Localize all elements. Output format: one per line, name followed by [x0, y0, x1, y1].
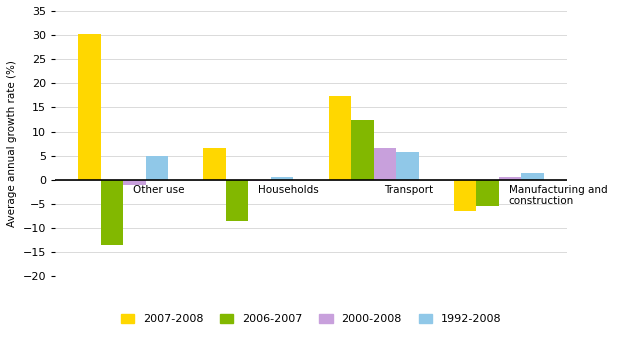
- Bar: [203, 149, 226, 180]
- Text: Other use: Other use: [133, 185, 185, 195]
- Legend: 2007-2008, 2006-2007, 2000-2008, 1992-2008: 2007-2008, 2006-2007, 2000-2008, 1992-20…: [121, 314, 501, 324]
- Bar: [226, 180, 248, 221]
- Bar: [271, 177, 294, 180]
- Bar: [521, 173, 544, 180]
- Bar: [396, 152, 418, 180]
- Bar: [248, 180, 271, 181]
- Y-axis label: Average annual growth rate (%): Average annual growth rate (%): [7, 60, 17, 227]
- Bar: [454, 180, 476, 211]
- Bar: [476, 180, 499, 206]
- Text: Manufacturing and
construction: Manufacturing and construction: [509, 185, 607, 206]
- Bar: [373, 149, 396, 180]
- Bar: [124, 180, 146, 185]
- Bar: [101, 180, 124, 245]
- Bar: [499, 177, 521, 180]
- Text: Households: Households: [258, 185, 320, 195]
- Bar: [78, 34, 101, 180]
- Bar: [146, 156, 168, 180]
- Bar: [329, 96, 351, 180]
- Text: Transport: Transport: [384, 185, 433, 195]
- Bar: [351, 120, 373, 180]
